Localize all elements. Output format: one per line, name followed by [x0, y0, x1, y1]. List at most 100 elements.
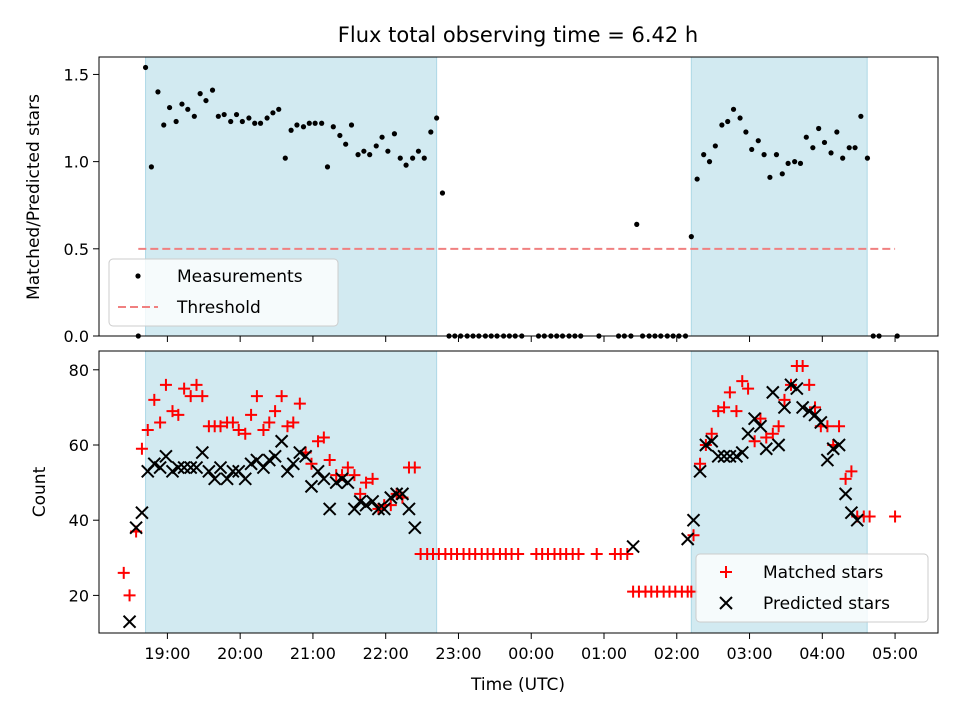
measurement-point [415, 148, 422, 154]
measurement-point [701, 152, 707, 158]
x-tick-label: 22:00 [363, 644, 409, 663]
matched-star-point [245, 408, 258, 421]
measurement-point [355, 152, 361, 158]
predicted-star-point [335, 472, 349, 486]
predicted-star-point [729, 449, 744, 463]
x-tick-label: 21:00 [290, 644, 336, 663]
measurement-point [233, 111, 240, 118]
predicted-star-point [747, 411, 762, 426]
predicted-star-point [202, 464, 216, 479]
matched-star-point [257, 423, 270, 436]
top-shaded-interval-1 [690, 56, 868, 337]
legend-threshold-label: Threshold [176, 298, 261, 318]
measurement-point [161, 122, 167, 128]
predicted-star-point [686, 513, 701, 527]
measurement-point [743, 129, 749, 135]
predicted-star-point [704, 434, 719, 448]
matched-star-point [754, 412, 767, 425]
measurement-point [767, 174, 773, 180]
matched-star-point [694, 457, 707, 470]
x-tick-label: 02:00 [654, 644, 700, 663]
predicted-star-point [832, 438, 846, 452]
measurement-point [694, 176, 700, 182]
measurement-point [737, 115, 743, 121]
matched-star-point [839, 472, 852, 485]
matched-star-point [250, 390, 263, 403]
matched-star-point [889, 510, 902, 523]
predicted-star-point [395, 487, 410, 501]
bottom-legend-box [695, 553, 929, 623]
measurement-point [834, 129, 840, 135]
measurement-point [403, 162, 409, 168]
measurement-point [221, 111, 227, 118]
matched-star-point [263, 416, 276, 429]
predicted-star-point [226, 464, 240, 479]
measurement-point [810, 145, 816, 151]
matched-star-point [172, 408, 185, 421]
legend-predicted-marker [719, 596, 733, 610]
matched-star-point [348, 469, 361, 482]
matched-star-point [809, 401, 822, 414]
bottom-y-tick-label: 40 [69, 511, 89, 530]
bottom-axes-frame [98, 350, 939, 634]
measurement-point [761, 152, 767, 158]
matched-star-point [621, 548, 634, 561]
measurement-point [246, 115, 252, 121]
legend-matched-marker [720, 566, 732, 578]
matched-star-point [226, 416, 239, 429]
matched-star-point [178, 382, 191, 395]
measurement-point [792, 159, 798, 165]
predicted-star-point [311, 464, 325, 479]
top-axes: 0.0 0.5 1.0 1.5 Matched/Predicted stars Mea… [24, 56, 939, 346]
predicted-star-point [838, 487, 853, 501]
measurement-point [719, 122, 725, 128]
bottom-legend: Matched stars Predicted stars [695, 553, 929, 623]
matched-star-point [148, 393, 161, 406]
predicted-star-point [159, 449, 173, 463]
predicted-star-point [220, 472, 234, 486]
measurement-point [816, 125, 822, 132]
matched-star-point [796, 360, 809, 373]
predicted-star-point [384, 490, 398, 505]
matched-star-point [275, 390, 288, 403]
predicted-star-point [711, 449, 725, 463]
measurement-point [264, 115, 270, 121]
top-x-tick-marks [166, 336, 896, 342]
top-y-axis-label: Matched/Predicted stars [24, 94, 44, 300]
measurement-point [391, 131, 398, 137]
predicted-star-point [298, 449, 313, 463]
predicted-star-point [408, 521, 422, 535]
measurement-point [155, 89, 161, 95]
predicted-star-point [165, 464, 180, 479]
measurement-point [797, 160, 804, 166]
measurement-point [821, 139, 828, 146]
predicted-star-point [135, 505, 149, 520]
predicted-star-point [359, 498, 373, 512]
predicted-star-point [171, 460, 186, 475]
measurement-point [185, 106, 191, 112]
matched-star-point [772, 420, 785, 433]
matched-star-point [760, 431, 773, 444]
measurement-point [749, 146, 755, 153]
x-tick-label: 05:00 [872, 644, 918, 663]
predicted-star-point [322, 502, 337, 516]
matched-star-point [366, 472, 379, 485]
matched-star-point [572, 548, 585, 561]
matched-star-point [117, 566, 130, 579]
matched-star-point [730, 405, 743, 418]
matched-star-point [184, 390, 197, 403]
measurement-point [410, 155, 416, 161]
legend-predicted-label: Predicted stars [763, 594, 890, 614]
measurement-point [634, 221, 640, 227]
measurement-point [725, 118, 731, 125]
matched-star-point [323, 454, 336, 467]
measurement-point [785, 160, 791, 166]
top-y-tick-label: 0.0 [64, 327, 89, 346]
matched-star-point [141, 423, 154, 436]
predicted-star-point [850, 513, 864, 527]
predicted-star-point [207, 472, 222, 486]
measurement-point [373, 143, 379, 149]
matched-star-point [305, 457, 318, 470]
matched-star-point [341, 461, 354, 474]
measurement-point [773, 152, 780, 158]
